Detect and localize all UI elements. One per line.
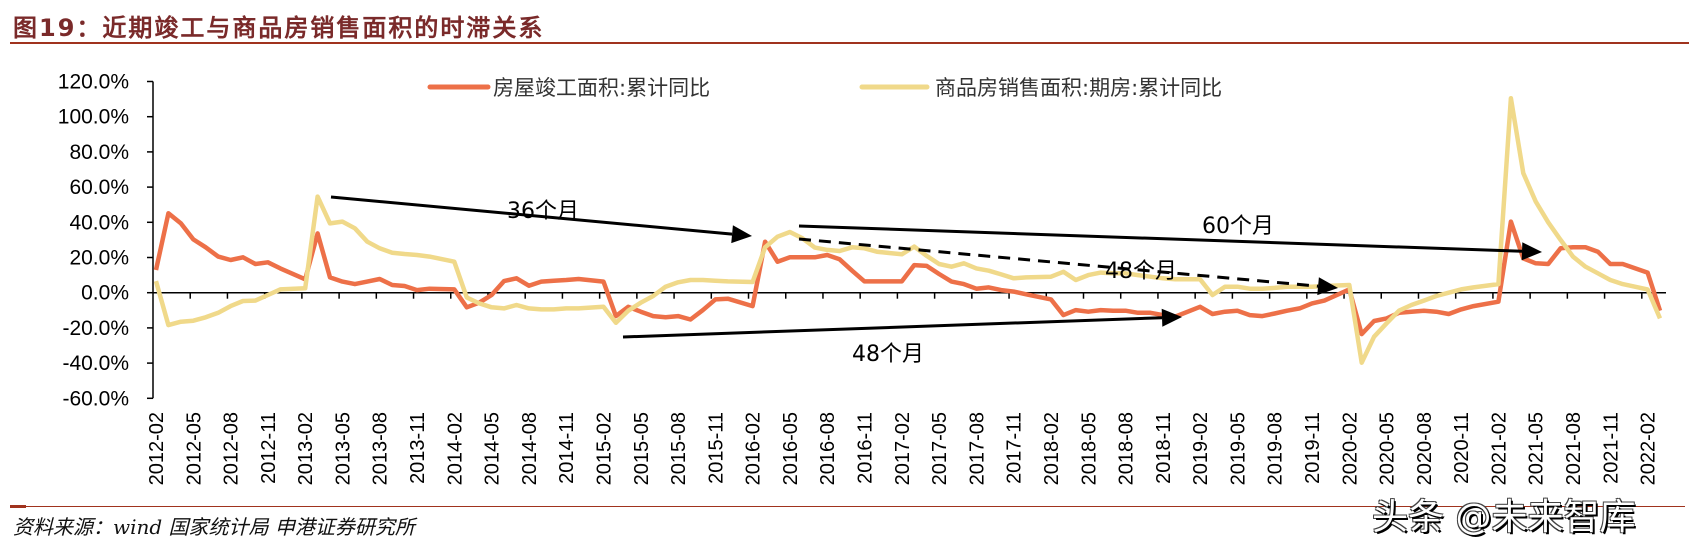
x-tick-label: 2015-02 xyxy=(593,412,615,485)
x-tick-label: 2021-08 xyxy=(1563,412,1585,485)
annotation-label: 36个月 xyxy=(507,199,579,224)
y-tick-label: 100.0% xyxy=(58,106,129,129)
x-tick-label: 2016-08 xyxy=(817,412,839,485)
x-tick-label: 2021-02 xyxy=(1488,412,1510,485)
legend-label: 商品房销售面积:期房:累计同比 xyxy=(935,76,1222,100)
figure-title: 图19：近期竣工与商品房销售面积的时滞关系 xyxy=(13,14,545,42)
x-tick-label: 2012-08 xyxy=(221,412,243,485)
x-tick-label: 2017-11 xyxy=(1004,412,1026,484)
y-tick-label: 60.0% xyxy=(69,176,129,199)
annotation-arrow-line xyxy=(330,195,733,236)
x-tick-label: 2018-11 xyxy=(1153,412,1175,484)
x-tick-label: 2014-11 xyxy=(556,412,578,484)
title-rule xyxy=(10,42,1689,44)
x-tick-label: 2014-02 xyxy=(444,412,466,485)
annotation-arrowhead-icon xyxy=(731,225,752,244)
series-line-sales xyxy=(153,95,1663,365)
y-tick-label: -60.0% xyxy=(62,387,129,410)
y-tick-label: 40.0% xyxy=(69,211,129,234)
x-tick-label: 2014-05 xyxy=(482,412,504,485)
x-tick-label: 2013-02 xyxy=(295,412,317,485)
y-tick-label: 120.0% xyxy=(58,71,129,94)
x-tick-label: 2022-02 xyxy=(1638,412,1660,485)
x-tick-label: 2021-05 xyxy=(1526,412,1548,485)
annotation-label: 60个月 xyxy=(1202,214,1274,239)
x-tick-label: 2012-05 xyxy=(183,412,205,485)
annotation-arrowhead-icon xyxy=(1521,242,1542,261)
y-tick-label: 20.0% xyxy=(69,247,129,270)
x-tick-label: 2013-05 xyxy=(332,412,354,485)
x-tick-label: 2020-05 xyxy=(1377,412,1399,485)
x-tick-label: 2013-08 xyxy=(370,412,392,485)
annotation-arrow-line xyxy=(798,224,1523,253)
x-tick-label: 2013-11 xyxy=(407,412,429,484)
x-tick-label: 2018-02 xyxy=(1041,412,1063,485)
x-tick-label: 2021-11 xyxy=(1600,412,1622,484)
x-tick-label: 2019-02 xyxy=(1190,412,1212,485)
x-tick-label: 2018-08 xyxy=(1116,412,1138,485)
x-tick-label: 2016-05 xyxy=(780,412,802,485)
x-tick-label: 2015-05 xyxy=(631,412,653,485)
x-tick-label: 2019-05 xyxy=(1227,412,1249,485)
x-tick-label: 2020-11 xyxy=(1451,412,1473,484)
annotation-arrowhead-icon xyxy=(1317,277,1338,296)
x-tick-label: 2012-11 xyxy=(258,412,280,484)
annotation-arrow-line xyxy=(798,237,1319,288)
y-tick-label: 0.0% xyxy=(81,282,129,305)
y-tick-label: -20.0% xyxy=(62,317,129,340)
x-tick-label: 2020-08 xyxy=(1414,412,1436,485)
series-line-completion xyxy=(153,211,1663,337)
footer-rule xyxy=(10,506,1685,507)
x-tick-label: 2016-02 xyxy=(743,412,765,485)
x-tick-label: 2017-08 xyxy=(966,412,988,485)
y-tick-label: 80.0% xyxy=(69,141,129,164)
x-tick-label: 2012-02 xyxy=(146,412,168,485)
source-note: 资料来源：wind 国家统计局 申港证券研究所 xyxy=(13,515,415,539)
x-tick-label: 2017-02 xyxy=(892,412,914,485)
x-tick-label: 2015-11 xyxy=(705,412,727,484)
annotation-label: 48个月 xyxy=(852,342,924,367)
annotation-arrowhead-icon xyxy=(1161,308,1182,327)
annotation-arrow-line xyxy=(622,316,1163,339)
annotation-label: 48个月 xyxy=(1105,259,1177,284)
footer-rule-mark xyxy=(10,505,26,508)
x-tick-label: 2019-11 xyxy=(1302,412,1324,484)
legend-label: 房屋竣工面积:累计同比 xyxy=(493,76,710,100)
x-tick-label: 2016-11 xyxy=(855,412,877,484)
x-tick-label: 2020-02 xyxy=(1339,412,1361,485)
watermark: 头条 @未来智库 xyxy=(1372,497,1636,538)
y-tick-label: -40.0% xyxy=(62,352,129,375)
x-tick-label: 2014-08 xyxy=(519,412,541,485)
x-tick-label: 2017-05 xyxy=(929,412,951,485)
x-tick-label: 2015-08 xyxy=(668,412,690,485)
x-tick-label: 2018-05 xyxy=(1078,412,1100,485)
x-tick-label: 2019-08 xyxy=(1265,412,1287,485)
